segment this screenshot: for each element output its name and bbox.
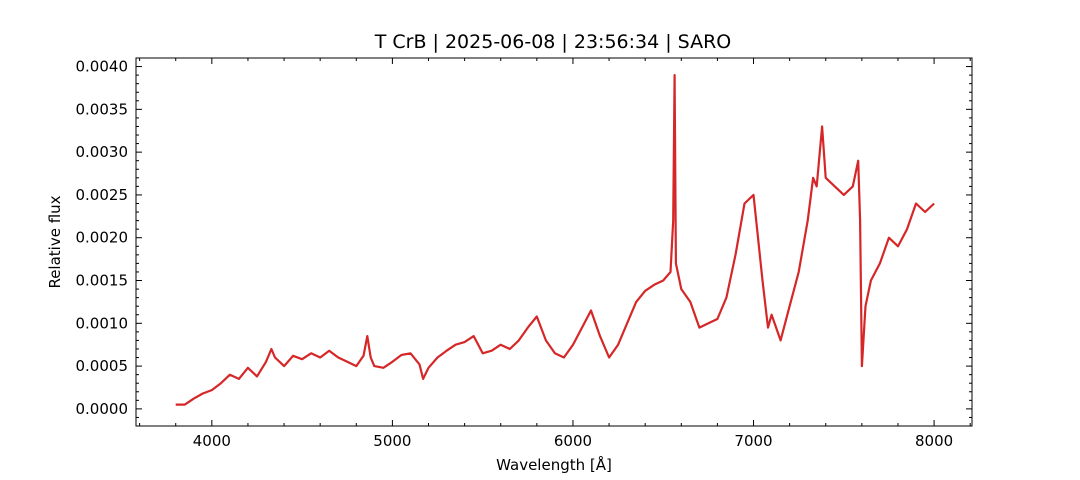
chart-title: T CrB | 2025-06-08 | 23:56:34 | SARO — [374, 31, 732, 53]
x-tick-label: 4000 — [193, 432, 231, 450]
y-tick-label: 0.0020 — [76, 229, 129, 247]
y-axis-label: Relative flux — [46, 195, 64, 288]
y-tick-label: 0.0025 — [76, 186, 129, 204]
x-tick-label: 5000 — [373, 432, 411, 450]
x-axis-ticks: 4000 5000 6000 7000 8000 — [139, 58, 971, 450]
y-tick-label: 0.0015 — [76, 272, 129, 290]
y-tick-label: 0.0000 — [76, 400, 129, 418]
y-tick-label: 0.0005 — [76, 357, 129, 375]
x-axis-label: Wavelength [Å] — [496, 455, 612, 474]
y-tick-label: 0.0030 — [76, 143, 129, 161]
y-tick-label: 0.0035 — [76, 100, 129, 118]
y-tick-label: 0.0040 — [76, 58, 129, 76]
spectrum-series-line — [175, 74, 935, 406]
x-tick-label: 6000 — [554, 432, 592, 450]
x-tick-label: 7000 — [734, 432, 772, 450]
y-axis-ticks: 0.0000 0.0005 0.0010 0.0015 0.0020 0.0025 0.00… — [76, 57, 972, 427]
series-layer — [175, 74, 935, 406]
x-tick-label: 8000 — [915, 432, 953, 450]
plot-frame — [135, 57, 973, 427]
y-tick-label: 0.0010 — [76, 314, 129, 332]
